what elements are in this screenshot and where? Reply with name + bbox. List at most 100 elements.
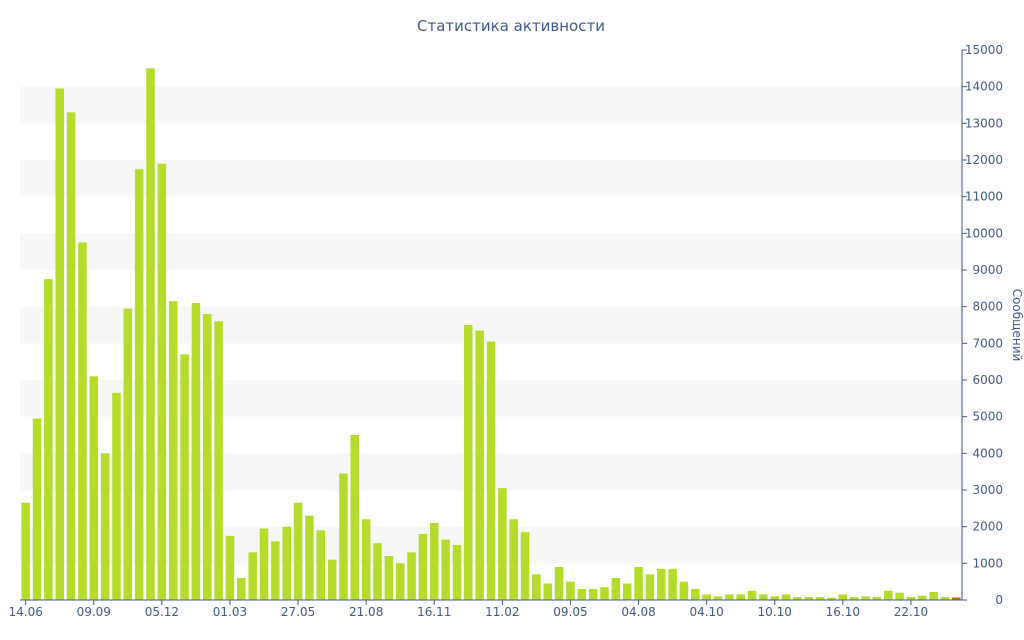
y-tick-label: 9000 [972,263,1003,277]
bar[interactable] [838,594,848,601]
bar[interactable] [180,354,189,600]
bar[interactable] [634,567,643,600]
x-tick-label: 22.10 [894,605,928,619]
x-tick-label: 04.08 [621,605,655,619]
bar[interactable] [498,488,507,600]
bar[interactable] [645,574,655,600]
bar[interactable] [906,597,916,600]
bar[interactable] [781,594,791,601]
bar[interactable] [44,279,53,600]
bar[interactable] [430,523,439,600]
bar[interactable] [407,552,416,600]
bar[interactable] [293,502,303,600]
bar[interactable] [736,594,745,601]
bar[interactable] [452,545,462,600]
bar[interactable] [543,583,552,601]
bar[interactable] [441,539,450,601]
y-tick-label: 5000 [972,410,1003,424]
bar[interactable] [464,325,473,600]
bar[interactable] [55,88,64,601]
bar[interactable] [679,581,689,600]
bar[interactable] [566,581,575,600]
y-tick-label: 6000 [972,373,1003,387]
bar[interactable] [793,597,802,600]
bar[interactable] [532,574,541,600]
bar[interactable] [282,526,291,600]
bar[interactable] [112,392,121,600]
bar[interactable] [702,594,711,601]
bar[interactable] [225,535,235,600]
bar[interactable] [191,303,201,600]
bar[interactable] [327,559,337,600]
bar[interactable] [940,597,950,600]
bar[interactable] [339,473,348,601]
bar[interactable] [895,592,904,600]
x-tick-label: 11.02 [485,605,519,619]
bar[interactable] [486,341,496,601]
bar[interactable] [929,591,938,600]
bar[interactable] [577,589,587,600]
y-tick-label: 7000 [972,336,1003,350]
bar[interactable] [66,112,76,600]
bar[interactable] [770,596,779,600]
y-tick-label: 1000 [972,556,1003,570]
x-tick-label: 16.11 [417,605,451,619]
bar[interactable] [952,597,961,600]
bar[interactable] [872,597,882,600]
bar[interactable] [600,587,609,600]
bar[interactable] [656,568,666,600]
bar[interactable] [611,578,621,600]
bar[interactable] [168,301,178,600]
y-tick-label: 3000 [972,483,1003,497]
bar[interactable] [475,330,484,601]
bar[interactable] [78,242,87,601]
bar[interactable] [588,589,598,600]
bar[interactable] [418,534,428,600]
bar[interactable] [146,68,155,600]
x-tick-label: 05.12 [145,605,179,619]
bar[interactable] [883,590,893,600]
bar[interactable] [259,528,269,601]
bars-group [21,68,961,601]
bar[interactable] [554,567,564,600]
bar[interactable] [691,589,700,600]
bar[interactable] [815,597,825,600]
bar[interactable] [520,532,530,600]
bar[interactable] [373,543,382,600]
y-tick-label: 14000 [965,80,1003,94]
bar[interactable] [350,435,360,600]
bar[interactable] [804,597,814,600]
bar[interactable] [316,530,326,600]
bar[interactable] [622,583,632,601]
y-tick-label: 12000 [965,153,1003,167]
grid-bands [20,86,962,564]
bar[interactable] [214,321,223,600]
y-tick-label: 11000 [965,190,1003,204]
bar[interactable] [305,515,314,600]
bar[interactable] [849,597,859,600]
bar[interactable] [123,308,133,601]
bar[interactable] [100,453,110,600]
y-tick-label: 10000 [965,226,1003,240]
bar[interactable] [157,163,167,601]
bar[interactable] [271,541,280,600]
bar[interactable] [713,596,723,600]
bar[interactable] [248,552,257,600]
bar[interactable] [384,556,394,600]
bar[interactable] [237,578,246,600]
bar[interactable] [361,519,371,600]
bar[interactable] [725,594,734,601]
bar[interactable] [21,502,30,600]
bar[interactable] [668,568,677,600]
bar[interactable] [32,418,42,601]
bar[interactable] [203,314,212,600]
bar[interactable] [759,594,768,601]
bar[interactable] [827,597,836,600]
bar[interactable] [509,519,518,600]
bar[interactable] [395,563,405,600]
bar[interactable] [861,596,870,600]
bar[interactable] [89,376,99,600]
bar[interactable] [747,590,757,600]
bar[interactable] [134,169,144,601]
bar[interactable] [918,595,927,600]
